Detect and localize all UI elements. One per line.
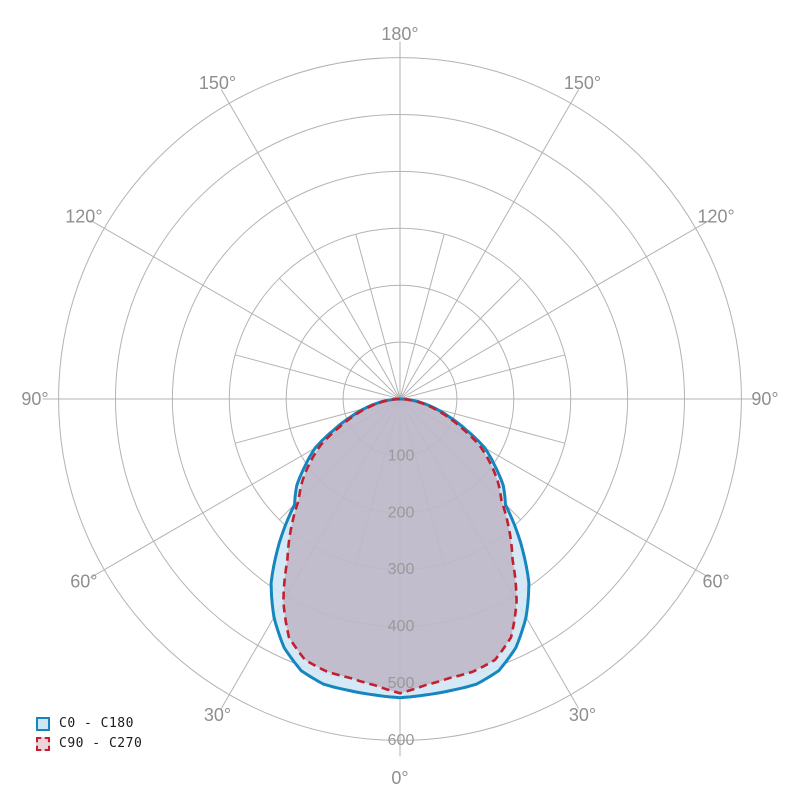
radial-tick-label: 500 <box>388 675 415 692</box>
radial-tick-label: 200 <box>388 504 415 521</box>
angle-tick-label: 120° <box>65 207 102 227</box>
legend-label-c0: C0 - C180 <box>59 716 134 731</box>
radial-tick-label: 400 <box>388 618 415 635</box>
legend-item-c0: C0 - C180 <box>36 716 142 731</box>
angle-tick-label: 90° <box>21 389 48 409</box>
radial-tick-label: 300 <box>388 561 415 578</box>
angle-tick-label: 60° <box>702 572 729 592</box>
angle-gridline-minor <box>399 277 522 400</box>
angle-gridline-minor <box>234 354 401 400</box>
angle-tick-label: 30° <box>204 705 231 725</box>
angle-tick-label: 0° <box>391 768 408 788</box>
angle-gridline-minor <box>399 233 445 400</box>
radial-tick-label: 600 <box>388 732 415 749</box>
curve-c90-c270 <box>282 397 518 695</box>
legend-label-c90: C90 - C270 <box>59 736 143 751</box>
angle-gridline-major <box>399 219 710 400</box>
angle-tick-label: 120° <box>697 207 734 227</box>
c0-swatch-icon <box>36 716 50 731</box>
angle-tick-label: 150° <box>564 73 601 93</box>
curve-c0-c180 <box>269 397 531 700</box>
angle-tick-label: 180° <box>381 24 418 44</box>
angle-gridline-minor <box>399 354 566 400</box>
angle-gridline-major <box>90 219 401 400</box>
angle-gridline-major <box>399 89 580 400</box>
legend-item-c90: C90 - C270 <box>36 736 142 751</box>
legend: C0 - C180 C90 - C270 <box>36 716 142 751</box>
angle-tick-label: 150° <box>199 73 236 93</box>
angle-tick-label: 60° <box>70 572 97 592</box>
angle-gridline-minor <box>278 277 401 400</box>
angle-gridline-major <box>220 89 401 400</box>
angle-tick-label: 30° <box>569 705 596 725</box>
angle-gridline-minor <box>355 233 401 400</box>
c90-swatch-icon <box>36 736 50 751</box>
radial-tick-label: 100 <box>388 447 415 464</box>
angle-tick-label: 90° <box>751 389 778 409</box>
